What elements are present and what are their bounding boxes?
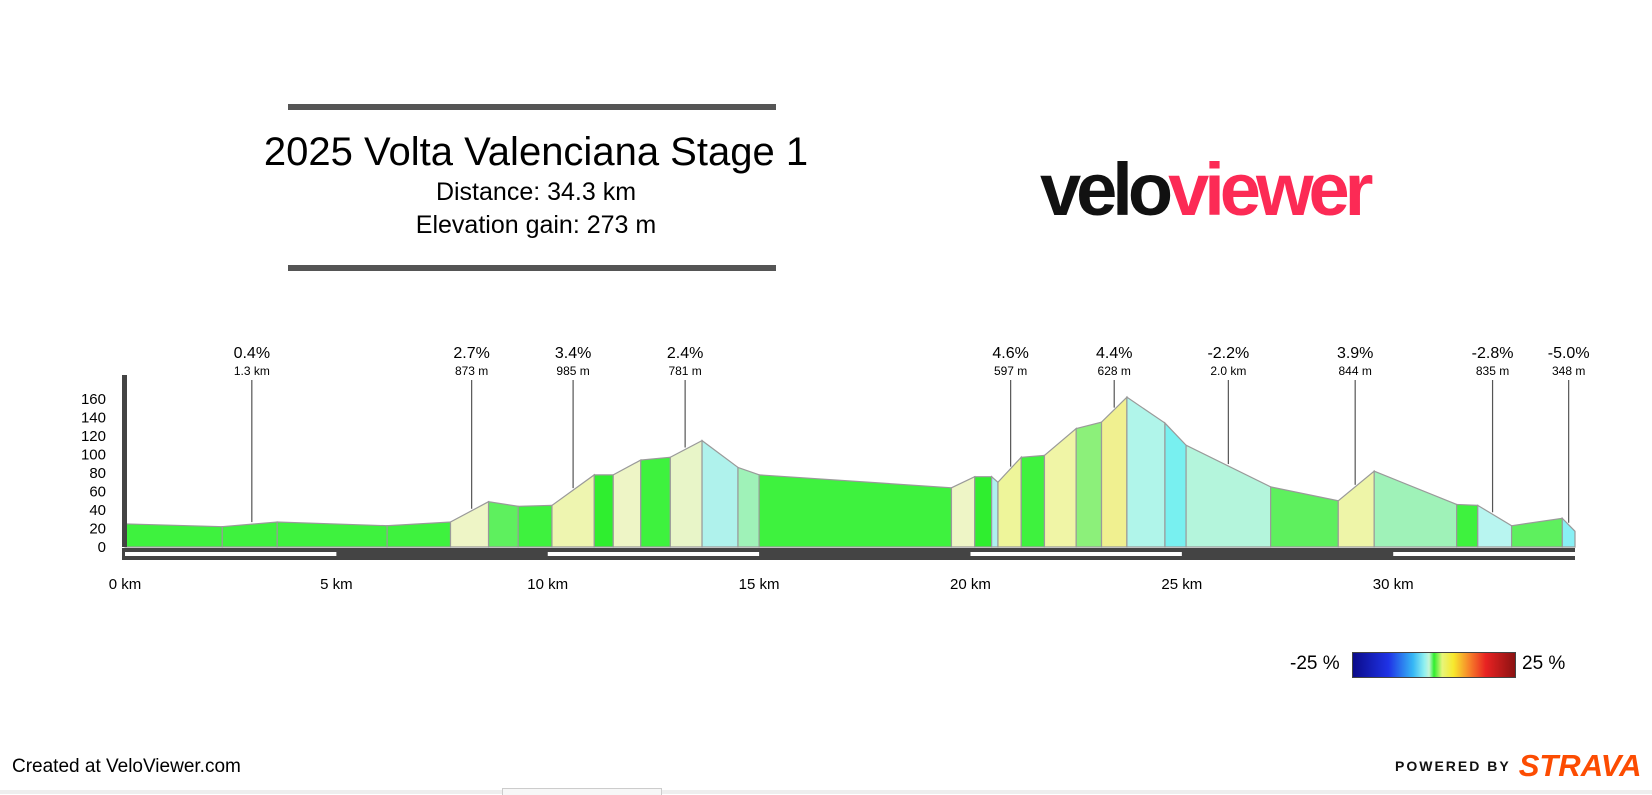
x-tick-label: 15 km [739, 576, 780, 593]
climb-length-label: 628 m [1098, 364, 1131, 378]
profile-segment [1164, 421, 1187, 548]
climb-length-label: 985 m [556, 364, 589, 378]
climb-length-label: 835 m [1476, 364, 1509, 378]
title-rule-bottom [288, 265, 776, 271]
climb-gradient-label: 4.4% [1096, 345, 1132, 362]
distance-band-marker [125, 552, 337, 556]
climb-gradient-label: 3.9% [1337, 345, 1373, 362]
profile-segment [974, 476, 993, 548]
profile-segment [221, 521, 278, 548]
x-tick-label: 20 km [950, 576, 991, 593]
x-tick-label: 25 km [1161, 576, 1202, 593]
profile-segment [640, 456, 671, 548]
x-tick-label: 10 km [527, 576, 568, 593]
legend-max-label: 25 % [1522, 653, 1566, 674]
title-rule-top [288, 104, 776, 110]
profile-segment [1561, 516, 1576, 548]
legend-min-label: -25 % [1290, 653, 1340, 674]
title-block: 2025 Volta Valenciana Stage 1 Distance: … [256, 100, 816, 275]
profile-segment [487, 500, 519, 548]
y-tick-label: 160 [81, 391, 106, 408]
profile-segment [997, 455, 1022, 548]
powered-by-strava: POWERED BY STRAVA [1395, 748, 1642, 784]
profile-segment [449, 500, 490, 548]
bottom-tab [502, 788, 662, 795]
gradient-color-scale [1352, 652, 1516, 678]
profile-segment [1337, 469, 1375, 548]
profile-segment [1270, 486, 1339, 548]
profile-segment [386, 521, 452, 548]
climb-gradient-label: -2.8% [1472, 345, 1514, 362]
logo-viewer: viewer [1168, 148, 1373, 231]
profile-segment [1456, 503, 1479, 548]
elevation-gain-label: Elevation gain: 273 m [415, 211, 657, 239]
distance-label: Distance: 34.3 km [435, 178, 637, 206]
climb-length-label: 597 m [994, 364, 1027, 378]
profile-segment [1477, 504, 1513, 548]
profile-segment [1373, 470, 1458, 548]
profile-segment [950, 475, 976, 548]
y-tick-label: 120 [81, 428, 106, 445]
logo-velo: velo [1040, 148, 1173, 231]
profile-segment [612, 459, 642, 548]
profile-segment [737, 466, 760, 548]
profile-segment [1043, 427, 1077, 548]
distance-band [122, 548, 1575, 560]
veloviewer-logo: veloviewer [1040, 148, 1373, 231]
climb-length-label: 873 m [455, 364, 488, 378]
distance-band-marker [970, 552, 1182, 556]
strava-logo: STRAVA [1518, 748, 1642, 783]
distance-band-marker [1393, 552, 1575, 556]
climb-length-label: 2.0 km [1210, 364, 1246, 378]
profile-segment [758, 474, 953, 548]
profile-segment [276, 521, 388, 548]
climb-gradient-label: 0.4% [234, 345, 270, 362]
y-tick-label: 20 [89, 521, 106, 538]
climb-length-label: 781 m [668, 364, 701, 378]
profile-segment [124, 523, 223, 548]
climb-gradient-label: 4.6% [992, 345, 1028, 362]
climb-length-label: 348 m [1552, 364, 1585, 378]
x-tick-label: 5 km [320, 576, 353, 593]
bottom-scroll-bar [0, 790, 1652, 794]
profile-segment [1075, 421, 1103, 548]
gradient-legend: -25 % 25 % [1290, 650, 1570, 680]
page-title: 2025 Volta Valenciana Stage 1 [263, 130, 809, 174]
x-tick-label: 0 km [109, 576, 142, 593]
climb-gradient-label: 2.7% [453, 345, 489, 362]
created-at-label: Created at VeloViewer.com [12, 756, 241, 777]
climb-gradient-label: 2.4% [667, 345, 703, 362]
y-tick-label: 100 [81, 447, 106, 464]
profile-segment [701, 439, 739, 548]
profile-segment [1020, 454, 1046, 548]
y-tick-label: 0 [98, 539, 106, 556]
profile-segment [991, 475, 999, 548]
x-tick-label: 30 km [1373, 576, 1414, 593]
y-tick-label: 80 [89, 465, 106, 482]
powered-by-label: POWERED BY [1395, 758, 1511, 774]
y-axis-line [122, 375, 127, 547]
climb-gradient-label: -5.0% [1548, 345, 1590, 362]
profile-segment [669, 439, 703, 548]
y-tick-label: 140 [81, 410, 106, 427]
distance-band-marker [547, 552, 760, 556]
profile-segment [1126, 396, 1166, 548]
y-tick-label: 60 [89, 484, 106, 501]
climb-gradient-label: -2.2% [1207, 345, 1249, 362]
y-tick-label: 40 [89, 502, 106, 519]
profile-segment [593, 474, 614, 548]
profile-segment [1510, 517, 1563, 548]
climb-length-label: 844 m [1338, 364, 1371, 378]
profile-segment [517, 504, 553, 548]
climb-gradient-label: 3.4% [555, 345, 591, 362]
climb-length-label: 1.3 km [234, 364, 270, 378]
profile-segment [1100, 395, 1128, 548]
